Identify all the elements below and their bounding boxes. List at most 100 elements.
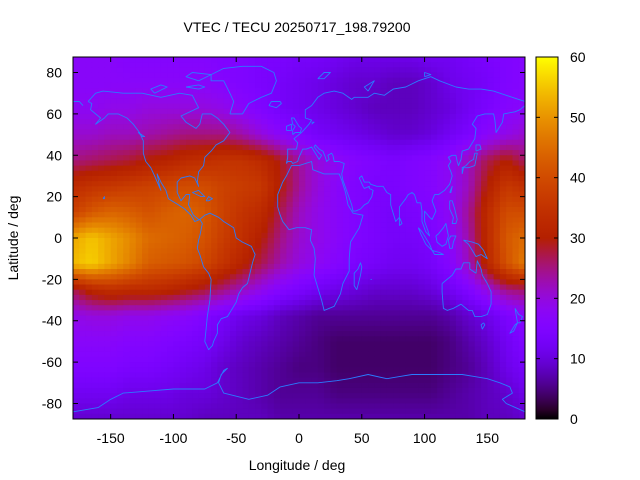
heatmap-cell: [481, 274, 488, 280]
heatmap-cell: [424, 170, 432, 177]
heatmap-cell: [154, 393, 162, 399]
heatmap-cell: [518, 206, 525, 213]
heatmap-cell: [204, 82, 212, 89]
heatmap-cell: [487, 336, 495, 343]
heatmap-cell: [248, 305, 256, 311]
heatmap-cell: [349, 300, 357, 306]
heatmap-cell: [286, 201, 294, 208]
heatmap-cell: [98, 269, 105, 275]
heatmap-cell: [386, 331, 394, 337]
heatmap-cell: [299, 62, 306, 68]
heatmap-cell: [248, 108, 256, 115]
heatmap-cell: [499, 403, 507, 410]
heatmap-cell: [198, 325, 206, 332]
heatmap-cell: [280, 232, 288, 239]
heatmap-cell: [167, 196, 175, 203]
heatmap-cell: [412, 222, 419, 229]
heatmap-cell: [512, 367, 520, 374]
heatmap-cell: [380, 243, 388, 249]
heatmap-cell: [79, 232, 87, 239]
heatmap-cell: [91, 346, 99, 353]
heatmap-cell: [386, 258, 394, 265]
heatmap-cell: [317, 227, 325, 234]
heatmap-cell: [349, 134, 357, 141]
heatmap-cell: [148, 367, 156, 374]
heatmap-cell: [198, 356, 206, 363]
heatmap-cell: [405, 134, 413, 141]
heatmap-cell: [236, 336, 244, 343]
heatmap-cell: [355, 320, 363, 327]
heatmap-cell: [393, 57, 401, 63]
heatmap-cell: [380, 103, 388, 110]
heatmap-cell: [173, 346, 181, 353]
heatmap-cell: [474, 232, 482, 239]
heatmap-cell: [248, 206, 256, 213]
heatmap-cell: [85, 387, 93, 394]
heatmap-cell: [242, 243, 250, 249]
heatmap-cell: [405, 227, 413, 234]
heatmap-cell: [342, 253, 350, 260]
heatmap-cell: [286, 98, 294, 105]
heatmap-cell: [154, 201, 162, 208]
heatmap-cell: [443, 403, 451, 410]
heatmap-cell: [135, 253, 143, 260]
heatmap-cell: [123, 124, 131, 130]
heatmap-cell: [412, 72, 419, 79]
heatmap-cell: [468, 72, 476, 79]
heatmap-cell: [160, 155, 168, 162]
heatmap-cell: [443, 248, 451, 255]
heatmap-cell: [361, 72, 369, 79]
heatmap-cell: [437, 387, 444, 394]
heatmap-cell: [311, 139, 319, 146]
heatmap-cell: [186, 356, 193, 363]
heatmap-cell: [211, 165, 218, 172]
heatmap-cell: [399, 238, 407, 244]
heatmap-cell: [368, 284, 375, 291]
heatmap-cell: [85, 300, 93, 306]
heatmap-cell: [499, 144, 507, 151]
heatmap-cell: [179, 367, 187, 374]
heatmap-cell: [204, 377, 212, 384]
heatmap-cell: [349, 62, 357, 68]
heatmap-cell: [236, 67, 244, 74]
heatmap-cell: [267, 315, 275, 322]
heatmap-cell: [424, 294, 432, 301]
heatmap-cell: [286, 191, 294, 198]
heatmap-cell: [154, 253, 162, 260]
heatmap-cell: [261, 67, 269, 74]
heatmap-cell: [217, 253, 225, 260]
heatmap-cell: [179, 181, 187, 187]
heatmap-cell: [305, 382, 313, 389]
heatmap-cell: [217, 294, 225, 301]
heatmap-cell: [418, 284, 426, 291]
heatmap-cell: [273, 346, 281, 353]
heatmap-cell: [424, 155, 432, 162]
heatmap-cell: [104, 387, 112, 394]
heatmap-cell: [380, 72, 388, 79]
heatmap-cell: [129, 325, 137, 332]
heatmap-cell: [179, 67, 187, 74]
heatmap-cell: [142, 103, 149, 110]
heatmap-cell: [129, 62, 137, 68]
heatmap-cell: [349, 77, 357, 84]
heatmap-cell: [487, 181, 495, 187]
heatmap-cell: [393, 108, 401, 115]
heatmap-cell: [211, 108, 218, 115]
heatmap-cell: [468, 57, 476, 63]
heatmap-cell: [129, 217, 137, 224]
heatmap-cell: [424, 248, 432, 255]
heatmap-cell: [311, 331, 319, 337]
heatmap-cell: [179, 196, 187, 203]
heatmap-cell: [481, 103, 488, 110]
heatmap-cell: [204, 284, 212, 291]
heatmap-cell: [336, 139, 344, 146]
heatmap-cell: [192, 336, 200, 343]
heatmap-cell: [437, 258, 444, 265]
heatmap-cell: [292, 82, 300, 89]
heatmap-cell: [85, 346, 93, 353]
heatmap-cell: [418, 356, 426, 363]
heatmap-cell: [393, 134, 401, 141]
heatmap-cell: [286, 279, 294, 286]
heatmap-cell: [73, 331, 80, 337]
heatmap-cell: [173, 88, 181, 94]
